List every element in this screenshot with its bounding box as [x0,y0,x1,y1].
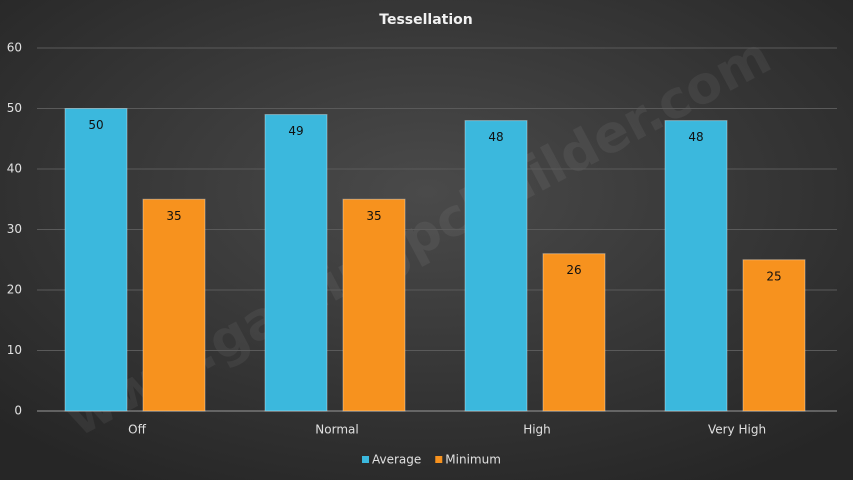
y-tick-label: 50 [7,101,22,115]
data-label: 49 [288,124,303,138]
bar [464,120,528,412]
x-tick-label: High [523,423,551,437]
bar [342,198,406,412]
x-tick-label: Very High [708,423,766,437]
legend-swatch [362,456,369,463]
chart-title: Tessellation [379,12,472,28]
y-tick-label: 30 [7,222,22,236]
y-tick-label: 10 [7,343,22,357]
y-tick-label: 40 [7,162,22,176]
data-label: 50 [88,118,103,132]
y-tick-label: 60 [7,41,22,55]
legend-label: Minimum [445,453,501,467]
x-tick-label: Normal [315,423,358,437]
bar [742,259,806,412]
data-label: 26 [566,263,581,277]
data-label: 25 [766,269,781,283]
data-label: 48 [488,130,503,144]
y-tick-label: 20 [7,283,22,297]
data-label: 48 [688,130,703,144]
y-tick-label: 0 [14,404,22,418]
bar [142,198,206,412]
bar [64,108,128,412]
legend-label: Average [372,453,421,467]
data-label: 35 [366,209,381,223]
bar [542,253,606,412]
data-label: 35 [166,209,181,223]
x-tick-label: Off [128,423,146,437]
bar [264,114,328,412]
legend-swatch [435,456,443,463]
bar [664,120,728,412]
